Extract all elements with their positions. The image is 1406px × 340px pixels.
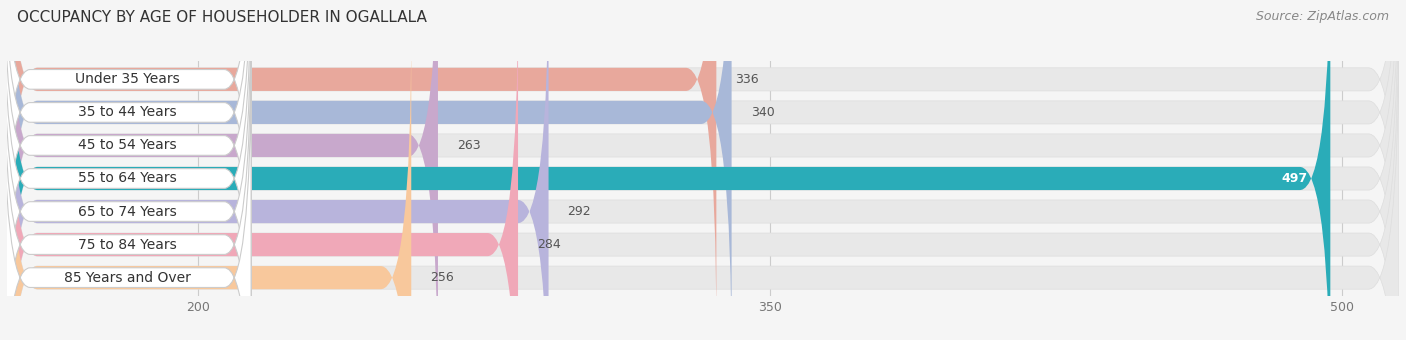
FancyBboxPatch shape (3, 23, 252, 340)
FancyBboxPatch shape (3, 56, 252, 340)
Text: 340: 340 (751, 106, 775, 119)
Text: 75 to 84 Years: 75 to 84 Years (77, 238, 177, 252)
FancyBboxPatch shape (7, 0, 1399, 340)
FancyBboxPatch shape (3, 0, 252, 301)
FancyBboxPatch shape (7, 25, 1399, 340)
Text: 336: 336 (735, 73, 759, 86)
Text: 497: 497 (1281, 172, 1308, 185)
Text: OCCUPANCY BY AGE OF HOUSEHOLDER IN OGALLALA: OCCUPANCY BY AGE OF HOUSEHOLDER IN OGALL… (17, 10, 427, 25)
Text: 284: 284 (537, 238, 561, 251)
FancyBboxPatch shape (7, 0, 1399, 340)
Text: 263: 263 (457, 139, 481, 152)
FancyBboxPatch shape (7, 0, 1399, 340)
FancyBboxPatch shape (7, 0, 437, 340)
Text: 85 Years and Over: 85 Years and Over (63, 271, 191, 285)
Text: 292: 292 (568, 205, 592, 218)
FancyBboxPatch shape (7, 0, 731, 340)
FancyBboxPatch shape (7, 0, 1399, 332)
Text: 256: 256 (430, 271, 454, 284)
FancyBboxPatch shape (7, 0, 1399, 340)
FancyBboxPatch shape (3, 0, 252, 340)
Text: 55 to 64 Years: 55 to 64 Years (77, 171, 177, 186)
Text: 65 to 74 Years: 65 to 74 Years (77, 205, 177, 219)
FancyBboxPatch shape (7, 25, 412, 340)
Text: 45 to 54 Years: 45 to 54 Years (77, 138, 177, 152)
Text: Under 35 Years: Under 35 Years (75, 72, 180, 86)
FancyBboxPatch shape (7, 0, 716, 332)
FancyBboxPatch shape (3, 0, 252, 334)
FancyBboxPatch shape (3, 0, 252, 340)
FancyBboxPatch shape (7, 0, 517, 340)
FancyBboxPatch shape (7, 0, 548, 340)
Text: Source: ZipAtlas.com: Source: ZipAtlas.com (1256, 10, 1389, 23)
Text: 35 to 44 Years: 35 to 44 Years (77, 105, 177, 119)
FancyBboxPatch shape (7, 0, 1330, 340)
FancyBboxPatch shape (3, 0, 252, 340)
FancyBboxPatch shape (7, 0, 1399, 340)
